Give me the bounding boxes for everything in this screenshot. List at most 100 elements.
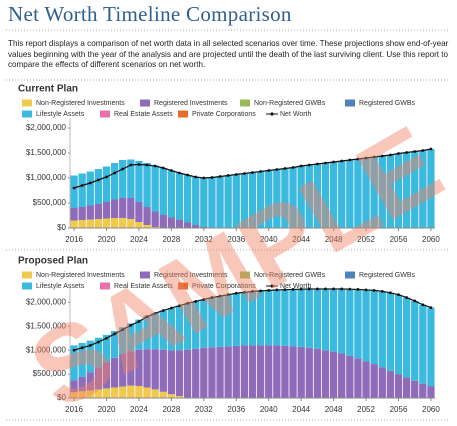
x-tick-label: 2056 (390, 405, 408, 414)
bar-segment (313, 288, 322, 349)
bar-segment (338, 353, 346, 398)
net-worth-marker (315, 162, 319, 166)
bar-segment (297, 289, 305, 347)
bar-segment (297, 346, 305, 398)
bar-segment (329, 288, 338, 352)
bar-segment (110, 357, 119, 388)
bar-segment (127, 351, 135, 386)
legend-swatch (22, 110, 32, 118)
net-worth-marker (429, 147, 433, 151)
x-tick-label: 2036 (227, 405, 245, 414)
net-worth-marker (80, 346, 84, 350)
legend-label: Non-Registered GWBs (254, 272, 326, 279)
net-worth-marker (161, 166, 165, 170)
bar-segment (175, 220, 184, 228)
bar-segment (151, 312, 159, 350)
net-worth-marker (251, 289, 254, 293)
bar-segment (216, 176, 224, 228)
bar-segment (248, 172, 257, 228)
bar-segment (354, 159, 362, 228)
bar-segment (94, 389, 103, 398)
net-worth-marker (291, 288, 295, 291)
net-worth-marker (72, 186, 76, 190)
bar-segment (281, 289, 289, 346)
net-worth-marker (413, 150, 417, 153)
x-tick-label: 2040 (260, 405, 278, 414)
legend-label: Non-Registered Investments (36, 100, 125, 107)
bar-segment (216, 296, 224, 347)
bar-segment (78, 376, 86, 392)
bar-segment (110, 387, 119, 398)
bar-segment (94, 337, 103, 368)
x-tick-label: 2052 (357, 235, 375, 244)
net-worth-marker (397, 293, 400, 297)
bar-segment (419, 304, 427, 384)
net-worth-marker (413, 299, 417, 303)
legend-swatch (100, 282, 110, 290)
x-tick-label: 2048 (325, 235, 343, 244)
legend-swatch (22, 99, 32, 107)
bar-segment (394, 294, 403, 375)
bar-segment (183, 175, 192, 223)
bar-segment (159, 168, 167, 215)
bar-segment (240, 345, 249, 398)
bar-segment (313, 348, 322, 398)
bar-segment (119, 160, 127, 198)
bar-segment (135, 202, 143, 222)
legend-label: Net Worth (280, 283, 311, 290)
bar-segment (127, 198, 135, 219)
bar-segment (78, 173, 86, 207)
net-worth-marker (210, 296, 214, 299)
bar-segment (305, 165, 313, 228)
bar-segment (110, 218, 119, 228)
report-title: Net Worth Timeline Comparison (8, 2, 292, 26)
legend-label: Non-Registered GWBs (254, 100, 326, 107)
bar-segment (119, 327, 127, 354)
net-worth-marker (324, 287, 327, 291)
y-tick-label: $0 (57, 223, 66, 232)
bar-segment (119, 354, 127, 387)
bar-segment (321, 350, 330, 398)
bar-segment (265, 170, 273, 228)
net-worth-marker (299, 164, 303, 168)
bar-segment (386, 370, 395, 398)
legend-marker (270, 112, 274, 116)
bar-segment (94, 169, 103, 204)
bar-segment (427, 149, 435, 228)
y-tick-label: $1,500,000 (26, 148, 67, 157)
bar-segment (265, 345, 273, 398)
bar-segment (338, 288, 346, 354)
y-tick-label: $1,000,000 (26, 173, 67, 182)
legend-label: Registered GWBs (359, 100, 416, 107)
report-description: This report displays a comparison of net… (8, 39, 449, 69)
bar-segment (78, 343, 86, 377)
chart-title: Proposed Plan (18, 256, 88, 267)
bar-segment (167, 217, 176, 228)
bar-segment (70, 380, 78, 393)
legend-label: Private Corporations (192, 283, 256, 290)
bar-segment (86, 205, 94, 220)
bar-segment (192, 225, 200, 228)
bar-segment (256, 171, 265, 228)
bar-segment (94, 204, 103, 219)
bar-segment (394, 374, 403, 398)
bar-segment (135, 386, 143, 398)
bar-segment (354, 358, 362, 398)
y-tick-label: $2,000,000 (26, 297, 67, 306)
bar-segment (224, 175, 232, 228)
net-worth-marker (299, 287, 303, 291)
net-worth-marker (226, 174, 230, 177)
bar-segment (175, 350, 184, 397)
bar-segment (94, 219, 103, 228)
bar-segment (167, 350, 176, 395)
bar-segment (256, 290, 265, 346)
bar-segment (86, 171, 94, 206)
x-tick-label: 2036 (227, 235, 245, 244)
x-tick-label: 2032 (195, 405, 213, 414)
bar-segment (192, 348, 200, 398)
bar-segment (167, 170, 176, 218)
net-worth-marker (113, 332, 117, 336)
net-worth-marker (218, 175, 222, 178)
net-worth-marker (202, 298, 206, 301)
x-tick-label: 2060 (422, 405, 440, 414)
